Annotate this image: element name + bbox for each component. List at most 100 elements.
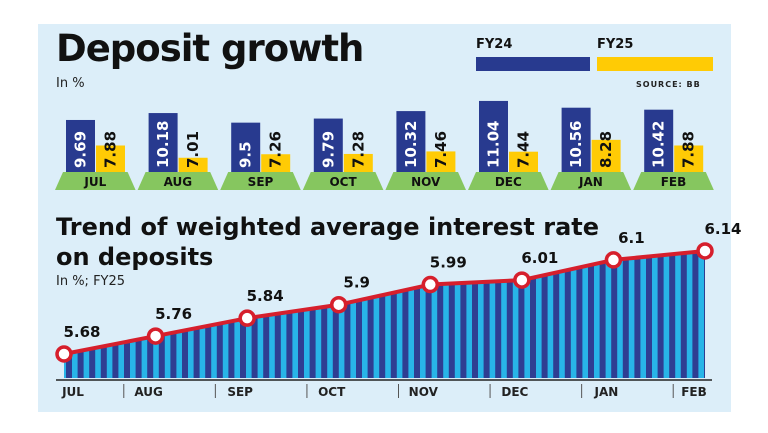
- month-band-jul: [55, 172, 136, 190]
- area-stripe: [622, 250, 629, 378]
- axis-label-jan: JAN: [594, 385, 619, 399]
- bar-fy25-oct: [343, 153, 373, 172]
- area-stripe: [193, 250, 200, 378]
- bar-fy25-nov: [426, 151, 456, 172]
- month-label-oct: OCT: [329, 175, 357, 189]
- value-label-fy25-feb: 7.88: [680, 131, 698, 168]
- value-label-fy24-sep: 9.5: [237, 141, 255, 168]
- area-stripe: [286, 250, 293, 378]
- axis-label-dec: DEC: [501, 385, 528, 399]
- data-point-sep: [238, 309, 256, 327]
- value-label-fy24-jan: 10.56: [567, 121, 585, 168]
- axis-label-feb: FEB: [681, 385, 707, 399]
- area-stripe: [495, 250, 502, 378]
- area-stripe: [704, 250, 705, 378]
- area-stripe: [669, 250, 676, 378]
- area-stripe: [460, 250, 467, 378]
- area-stripe: [298, 250, 304, 378]
- area-stripe: [379, 250, 386, 378]
- month-label-jan: JAN: [578, 175, 603, 189]
- month-band-sep: [220, 172, 301, 190]
- area-stripe: [414, 250, 420, 378]
- area-stripe: [588, 250, 594, 378]
- bar-fy24-oct: [313, 118, 343, 172]
- month-label-jul: JUL: [83, 175, 106, 189]
- area-stripe: [228, 250, 235, 378]
- data-label-jan: 6.1: [618, 229, 645, 247]
- area-stripe: [263, 250, 270, 378]
- area-stripe: [506, 250, 513, 378]
- source-note: SOURCE: BB: [636, 80, 701, 89]
- value-label-fy25-nov: 7.46: [432, 131, 450, 168]
- data-label-aug: 5.76: [155, 305, 192, 323]
- bar-fy24-nov: [396, 111, 426, 172]
- area-stripe: [518, 250, 525, 378]
- deposit-growth-unit: In %: [56, 76, 85, 91]
- data-point-jan: [604, 251, 623, 269]
- bar-fy25-sep: [261, 154, 291, 172]
- area-stripe: [611, 250, 618, 378]
- month-label-feb: FEB: [661, 175, 687, 189]
- area-stripe: [100, 250, 107, 378]
- data-label-jul: 5.68: [63, 323, 100, 341]
- data-label-feb: 6.14: [704, 220, 741, 238]
- area-stripe: [680, 250, 687, 378]
- axis-label-sep: SEP: [227, 385, 253, 399]
- area-stripe: [135, 250, 142, 378]
- value-label-fy25-sep: 7.26: [267, 131, 285, 168]
- month-band-feb: [633, 172, 714, 190]
- data-point-dec: [513, 271, 531, 289]
- area-stripe: [89, 250, 96, 378]
- area-stripe: [124, 250, 130, 378]
- month-label-dec: DEC: [495, 175, 522, 189]
- data-point-oct: [329, 295, 348, 314]
- value-label-fy24-oct: 9.79: [319, 131, 337, 168]
- area-stripe: [321, 250, 328, 378]
- value-label-fy25-oct: 7.28: [349, 131, 367, 168]
- area-stripe: [390, 250, 397, 378]
- value-label-fy24-feb: 10.42: [650, 121, 668, 168]
- axis-label-jul: JUL: [61, 385, 84, 399]
- area-stripe: [483, 250, 490, 378]
- area-stripe: [402, 250, 409, 378]
- month-band-nov: [385, 172, 466, 190]
- legend-fy25-label: FY25: [597, 37, 634, 52]
- bar-fy25-aug: [178, 157, 208, 172]
- bar-fy25-feb: [674, 145, 704, 172]
- area-stripe: [425, 250, 432, 378]
- area-stripe: [240, 250, 246, 378]
- interest-rate-unit: In %; FY25: [56, 274, 126, 289]
- axis-label-aug: AUG: [134, 385, 163, 399]
- area-stripe: [541, 250, 548, 378]
- data-point-nov: [421, 275, 440, 294]
- area-stripe: [356, 250, 362, 378]
- month-band-dec: [468, 172, 549, 190]
- value-label-fy25-aug: 7.01: [184, 131, 202, 168]
- bar-fy25-dec: [509, 151, 538, 172]
- area-stripe: [216, 250, 223, 378]
- area-stripe: [657, 250, 664, 378]
- area-stripe: [77, 250, 84, 378]
- value-label-fy24-jul: 9.69: [72, 131, 90, 168]
- data-label-sep: 5.84: [247, 287, 284, 305]
- deposit-growth-chart: JUL AUG SEP OCT NOV DEC JAN FEB 9.69 7.88 10.18 7.0…: [55, 100, 714, 190]
- data-label-dec: 6.01: [521, 249, 558, 267]
- month-band-oct: [302, 172, 384, 190]
- month-band-aug: [137, 172, 219, 190]
- data-label-oct: 5.9: [343, 274, 370, 292]
- area-stripe: [599, 250, 606, 378]
- interest-rate-chart: 5.68 5.76 5.84 5.9 5.99 6.01 6.1 6.14 JUL AUG SEP O…: [55, 220, 742, 399]
- area-stripe: [147, 250, 154, 378]
- area-stripe: [437, 250, 444, 378]
- area-stripe: [309, 250, 316, 378]
- area-stripe: [112, 250, 119, 378]
- legend-fy25-swatch: [597, 57, 713, 71]
- value-label-fy24-nov: 10.32: [402, 121, 420, 168]
- axis-label-oct: OCT: [318, 385, 346, 399]
- bar-fy24-dec: [479, 100, 508, 172]
- month-band-jan: [550, 172, 632, 190]
- data-point-jul: [55, 345, 73, 363]
- legend-fy24-swatch: [476, 57, 590, 71]
- area-stripe: [472, 250, 478, 378]
- value-label-fy24-dec: 11.04: [485, 121, 503, 168]
